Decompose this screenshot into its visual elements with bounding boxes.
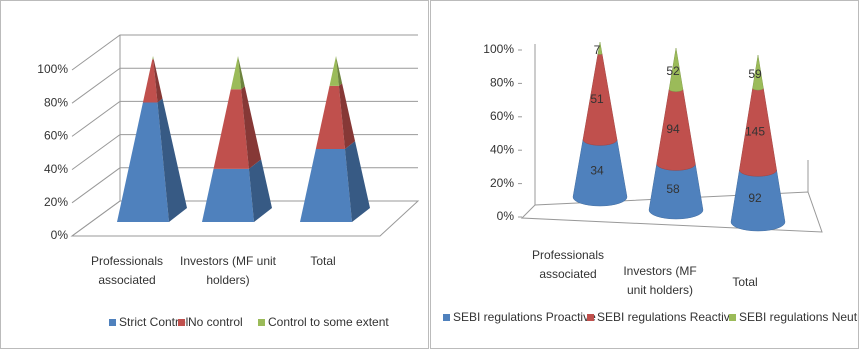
y-tick-label: 100% xyxy=(37,62,68,76)
legend-label: SEBI regulations Proactive xyxy=(453,310,596,324)
pyramid-front xyxy=(213,89,249,169)
y-tick-label: 0% xyxy=(497,209,515,223)
pyramid-front xyxy=(230,56,242,90)
grid-line xyxy=(71,100,418,137)
pyramid-side xyxy=(344,141,370,222)
pyramid-segment xyxy=(202,159,272,222)
pyramid-side xyxy=(153,56,154,60)
pyramid-segment xyxy=(315,83,356,149)
pyramid-segment xyxy=(152,56,154,60)
legend-label: SEBI regulations Reactive xyxy=(597,310,737,324)
legend-label: Strict Control xyxy=(119,315,188,329)
legend-label: No control xyxy=(188,315,243,329)
cone-segment xyxy=(752,54,764,91)
pyramid-segment xyxy=(142,59,163,103)
cone-chart: 0% 20% 40% 60% 80% 100% 34 51 7 Professionals ass… xyxy=(443,41,859,324)
grid-line xyxy=(71,134,418,171)
panel-right xyxy=(430,0,859,349)
y-tick-label: 20% xyxy=(490,176,514,190)
grid-line xyxy=(71,34,418,71)
y-tick-label: 100% xyxy=(483,42,514,56)
legend-swatch xyxy=(729,314,736,321)
pyramid-front xyxy=(315,85,345,149)
pyramid-front xyxy=(329,56,339,86)
pyramid-front xyxy=(152,56,154,60)
x-tick-label: Investors (MF unit holders) xyxy=(179,254,277,287)
x-tick-label: Investors (MF unit holders) xyxy=(623,264,697,297)
pyramid-front xyxy=(142,59,158,103)
y-tick-label: 60% xyxy=(490,109,514,123)
x-tick-label-box: Investors (MF unit holders) xyxy=(623,264,697,297)
pyramid-side xyxy=(153,59,163,103)
pyramid-side xyxy=(248,159,272,222)
cone-segment xyxy=(597,41,603,55)
legend-swatch xyxy=(178,319,185,326)
y-tick-label: 20% xyxy=(44,195,68,209)
y-tick-label: 80% xyxy=(490,76,514,90)
legend-swatch xyxy=(258,319,265,326)
pyramid-segment xyxy=(213,86,262,169)
pyramid-front xyxy=(202,168,254,222)
pyramid-segment xyxy=(300,141,370,222)
legend-label: Control to some extent xyxy=(268,315,389,329)
data-label: 94 xyxy=(666,122,680,136)
legend-swatch xyxy=(109,319,116,326)
y-tick-label: 80% xyxy=(44,95,68,109)
data-label: 51 xyxy=(590,92,604,106)
legend-swatch xyxy=(587,314,594,321)
pyramid-front xyxy=(300,148,352,222)
data-label: 92 xyxy=(748,191,762,205)
x-tick-label: Total xyxy=(310,254,336,268)
x-tick-label-box: Total xyxy=(732,275,758,289)
x-tick-label: Total xyxy=(732,275,758,289)
pyramid-segment xyxy=(117,98,187,222)
pyramid-side xyxy=(241,86,262,169)
pyramid-side xyxy=(238,56,245,90)
x-tick-label-box: Professionals associated xyxy=(531,248,605,281)
data-label: 58 xyxy=(666,182,680,196)
x-tick-label-box: Investors (MF unit holders) xyxy=(179,254,277,287)
x-tick-label: Professionals associated xyxy=(531,248,605,281)
pyramid-side xyxy=(157,98,187,222)
data-label: 34 xyxy=(590,164,604,178)
x-tick-label-box: Professionals associated xyxy=(90,254,164,287)
y-tick-label: 40% xyxy=(44,162,68,176)
data-label: 7 xyxy=(594,43,601,57)
legend-label: SEBI regulations Neutral xyxy=(739,310,859,324)
y-tick-label: 40% xyxy=(490,142,514,156)
x-tick-label-box: Total xyxy=(310,254,336,268)
pyramid-chart: 0% 20% 40% 60% 80% 100% Professionals associat… xyxy=(37,34,420,329)
pyramid-side xyxy=(336,56,343,86)
y-tick-label: 60% xyxy=(44,129,68,143)
pyramid-side xyxy=(338,83,356,149)
pyramid-front xyxy=(117,102,169,222)
legend-swatch xyxy=(443,314,450,321)
x-tick-label: Professionals associated xyxy=(90,254,164,287)
pyramid-segment xyxy=(329,56,343,86)
data-label: 59 xyxy=(748,67,762,81)
data-label: 145 xyxy=(745,124,765,138)
y-tick-label: 0% xyxy=(51,228,69,242)
pyramid-segment xyxy=(230,56,245,90)
data-label: 52 xyxy=(666,64,680,78)
grid-line xyxy=(71,67,418,104)
cone-segment xyxy=(668,47,684,92)
